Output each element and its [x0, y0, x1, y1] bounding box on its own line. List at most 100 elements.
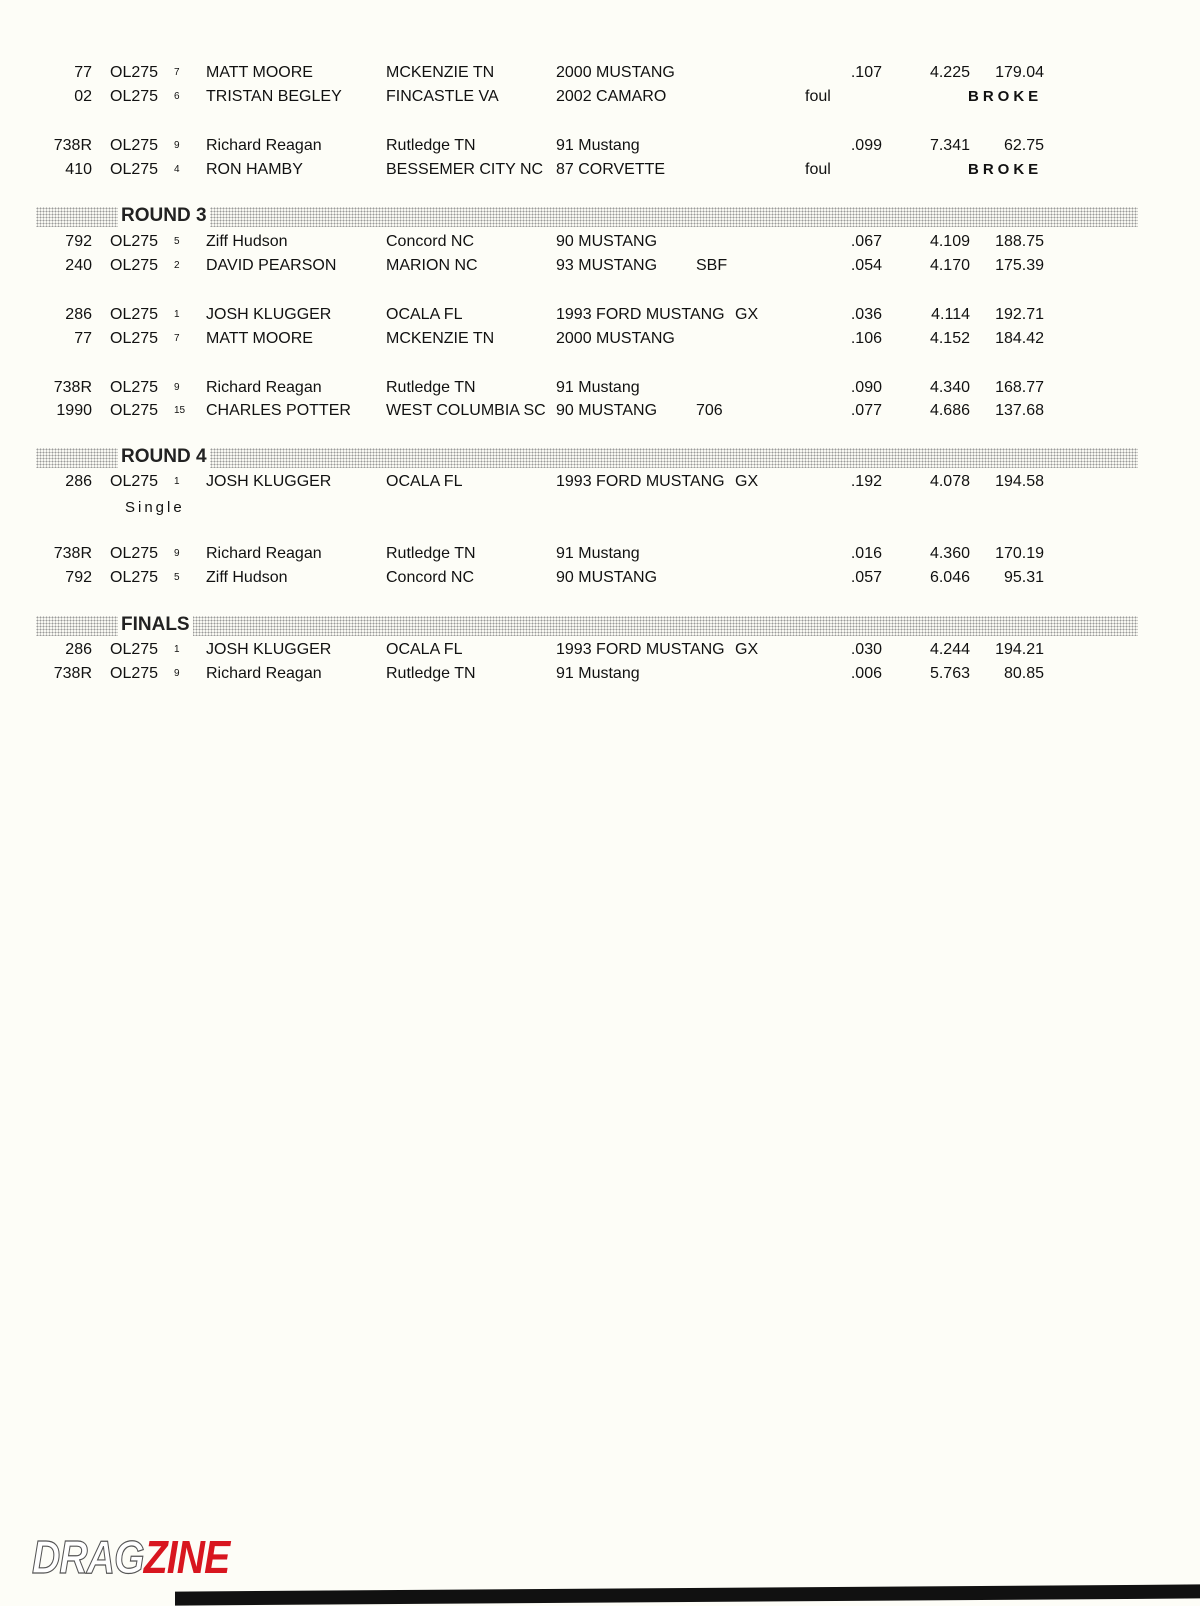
cell-car-no: 738R	[53, 379, 92, 396]
cell-hometown: OCALA FL	[386, 641, 463, 658]
cell-hometown: WEST COLUMBIA SC	[386, 402, 546, 419]
cell-vehicle: 1993 FORD MUSTANG	[556, 641, 725, 658]
cell-seed: 5	[174, 236, 180, 247]
cell-car-no: 792	[65, 569, 92, 586]
cell-driver: Richard Reagan	[206, 137, 322, 154]
cell-seed: 9	[174, 668, 180, 679]
cell-foul: foul	[805, 88, 831, 105]
cell-class: OL275	[110, 545, 159, 562]
cell-driver: MATT MOORE	[206, 64, 313, 81]
cell-hometown: Rutledge TN	[386, 137, 476, 154]
cell-et: 4.360	[929, 545, 970, 562]
cell-driver: TRISTAN BEGLEY	[206, 88, 342, 105]
cell-hometown: MCKENZIE TN	[386, 64, 495, 81]
cell-driver: Ziff Hudson	[206, 569, 288, 586]
cell-extra: SBF	[696, 257, 728, 274]
cell-seed: 9	[174, 382, 180, 393]
cell-car-no: 286	[65, 641, 92, 658]
cell-et: 4.152	[929, 330, 970, 347]
cell-et: 4.109	[929, 233, 970, 250]
round-title: ROUND 4	[118, 446, 210, 468]
cell-extra: GX	[735, 473, 759, 490]
broke-status: BROKE	[968, 161, 1043, 178]
cell-driver: Richard Reagan	[206, 665, 322, 682]
cell-et: 4.170	[929, 257, 970, 274]
cell-driver: JOSH KLUGGER	[206, 306, 332, 323]
cell-car-no: 1990	[56, 402, 92, 419]
cell-et: 4.244	[929, 641, 970, 658]
cell-hometown: Concord NC	[386, 569, 475, 586]
cell-et: 4.225	[929, 64, 970, 81]
cell-hometown: Rutledge TN	[386, 545, 476, 562]
cell-hometown: MARION NC	[386, 257, 478, 274]
cell-vehicle: 90 MUSTANG	[556, 402, 658, 419]
cell-car-no: 738R	[53, 545, 92, 562]
cell-rt: .057	[850, 569, 882, 586]
cell-car-no: 410	[65, 161, 92, 178]
cell-class: OL275	[110, 330, 159, 347]
cell-class: OL275	[110, 402, 159, 419]
cell-seed: 4	[174, 164, 180, 175]
cell-et: 4.114	[931, 306, 970, 323]
cell-driver: Richard Reagan	[206, 379, 322, 396]
single-note: Single	[125, 499, 185, 516]
cell-vehicle: 2000 MUSTANG	[556, 330, 675, 347]
cell-vehicle: 91 Mustang	[556, 665, 640, 682]
cell-vehicle: 2000 MUSTANG	[556, 64, 675, 81]
cell-class: OL275	[110, 161, 159, 178]
cell-seed: 6	[174, 91, 180, 102]
cell-hometown: OCALA FL	[386, 306, 463, 323]
cell-hometown: OCALA FL	[386, 473, 463, 490]
cell-car-no: 77	[74, 64, 92, 81]
cell-seed: 1	[174, 309, 180, 320]
cell-driver: RON HAMBY	[206, 161, 303, 178]
cell-rt: .054	[850, 257, 882, 274]
cell-driver: JOSH KLUGGER	[206, 641, 332, 658]
cell-hometown: BESSEMER CITY NC	[386, 161, 544, 178]
broke-status: BROKE	[968, 88, 1043, 105]
cell-vehicle: 87 CORVETTE	[556, 161, 666, 178]
cell-car-no: 02	[74, 88, 92, 105]
cell-rt: .067	[850, 233, 882, 250]
cell-mph: 188.75	[995, 233, 1044, 250]
cell-mph: 192.71	[995, 306, 1044, 323]
cell-vehicle: 91 Mustang	[556, 137, 640, 154]
cell-et: 6.046	[929, 569, 970, 586]
cell-vehicle: 90 MUSTANG	[556, 233, 658, 250]
cell-class: OL275	[110, 257, 159, 274]
cell-class: OL275	[110, 137, 159, 154]
cell-car-no: 240	[65, 257, 92, 274]
cell-vehicle: 91 Mustang	[556, 545, 640, 562]
cell-rt: .006	[850, 665, 882, 682]
cell-rt: .016	[850, 545, 882, 562]
cell-hometown: FINCASTLE VA	[386, 88, 499, 105]
cell-class: OL275	[110, 665, 159, 682]
cell-class: OL275	[110, 473, 159, 490]
dragzine-logo: DRAGZINE	[31, 1530, 230, 1584]
cell-extra: GX	[735, 306, 759, 323]
cell-class: OL275	[110, 233, 159, 250]
cell-vehicle: 90 MUSTANG	[556, 569, 658, 586]
round-banner: ROUND 3	[36, 205, 1138, 227]
cell-car-no: 738R	[53, 665, 92, 682]
cell-extra: GX	[735, 641, 759, 658]
cell-foul: foul	[805, 161, 831, 178]
cell-driver: DAVID PEARSON	[206, 257, 337, 274]
cell-class: OL275	[110, 379, 159, 396]
cell-rt: .099	[850, 137, 882, 154]
cell-et: 5.763	[929, 665, 970, 682]
cell-driver: CHARLES POTTER	[206, 402, 351, 419]
cell-mph: 194.58	[995, 473, 1044, 490]
cell-class: OL275	[110, 641, 159, 658]
round-title: FINALS	[118, 614, 193, 636]
cell-mph: 80.85	[1003, 665, 1044, 682]
cell-class: OL275	[110, 306, 159, 323]
cell-driver: Richard Reagan	[206, 545, 322, 562]
cell-mph: 170.19	[995, 545, 1044, 562]
cell-mph: 179.04	[995, 64, 1044, 81]
cell-vehicle: 91 Mustang	[556, 379, 640, 396]
cell-et: 4.078	[929, 473, 970, 490]
cell-car-no: 77	[74, 330, 92, 347]
cell-car-no: 286	[65, 473, 92, 490]
cell-class: OL275	[110, 569, 159, 586]
